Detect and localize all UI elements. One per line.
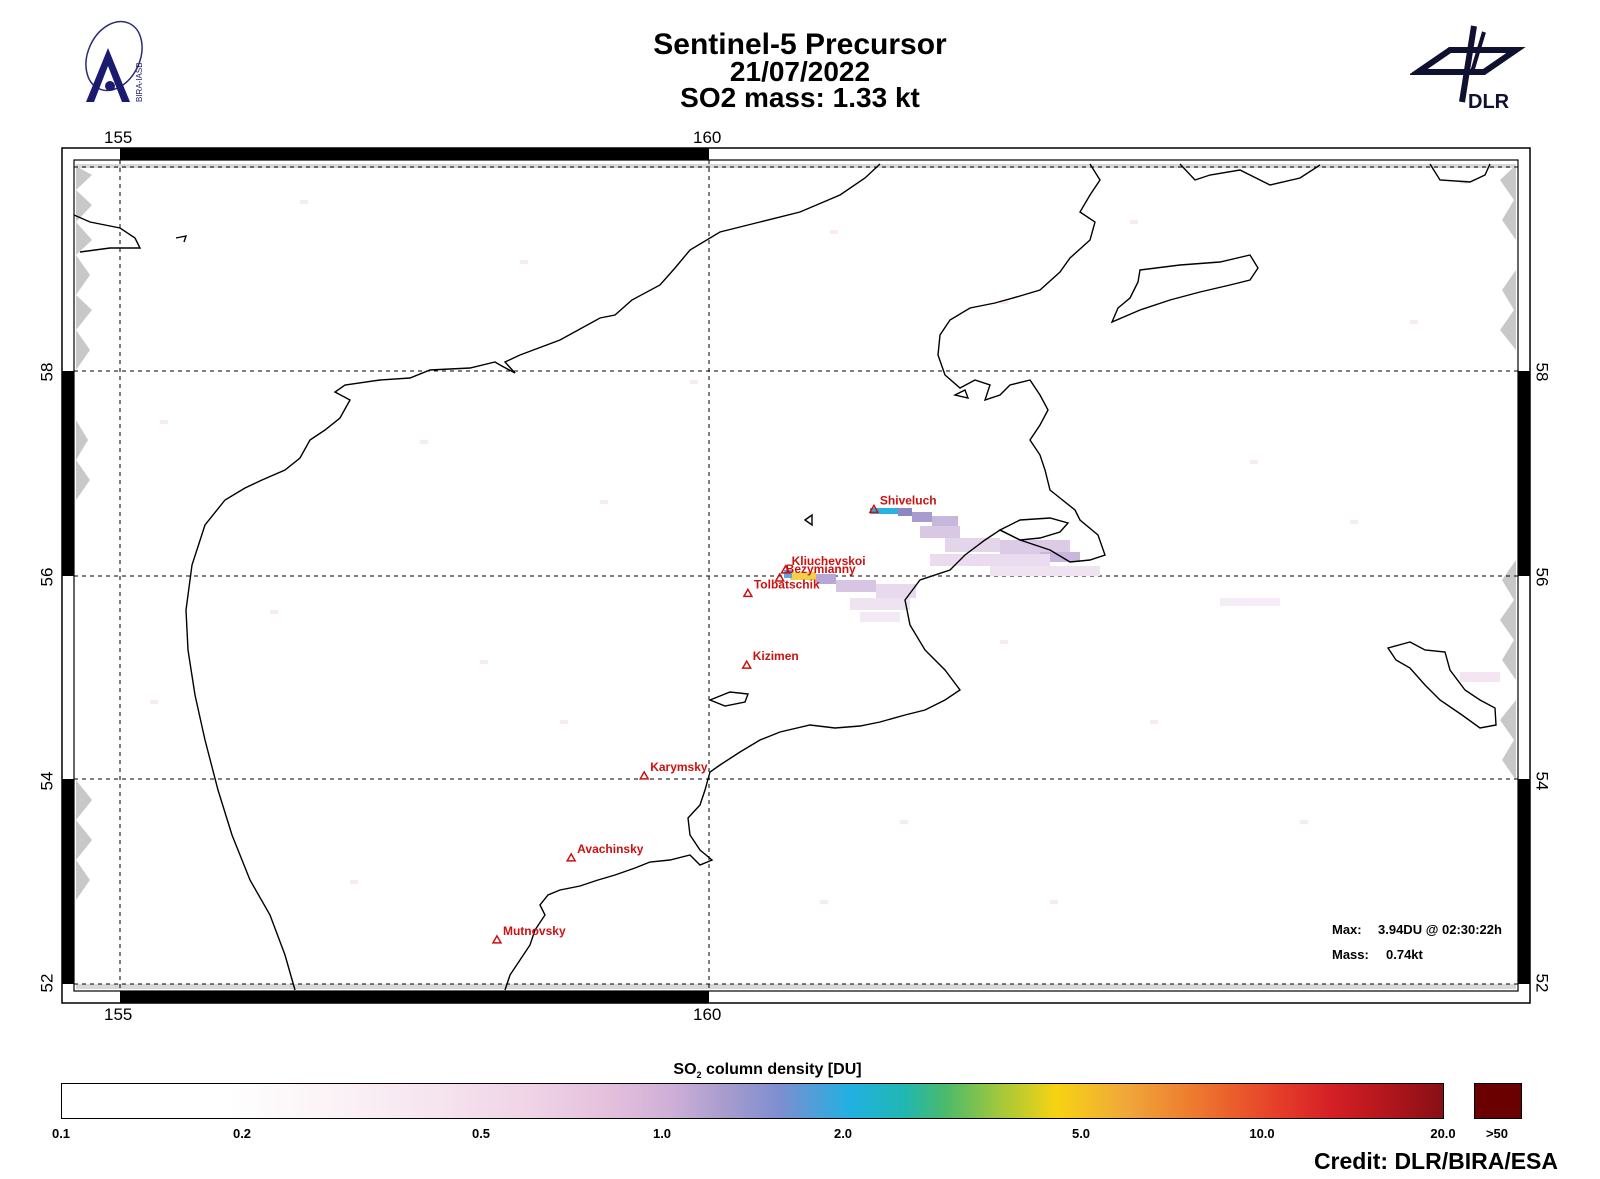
max-value: 3.94DU @ 02:30:22h bbox=[1378, 922, 1502, 937]
lat-bar-right-2 bbox=[1518, 779, 1530, 984]
bira-logo-text: BIRA-IASB bbox=[135, 62, 144, 102]
swath-edge-right bbox=[1500, 165, 1516, 780]
volcano-marker-bezymianny bbox=[774, 572, 785, 582]
cbar-tick-1-0: 1.0 bbox=[652, 1126, 672, 1141]
cbar-tick-overflow: >50 bbox=[1485, 1126, 1509, 1141]
cbar-tick-10-0: 10.0 bbox=[1249, 1126, 1275, 1141]
volcano-label-tolbatschik: Tolbatschik bbox=[754, 577, 820, 591]
lon-label-bottom-155: 155 bbox=[104, 1005, 133, 1024]
max-label: Max: bbox=[1332, 922, 1362, 937]
so2-plume bbox=[784, 508, 1500, 682]
title-line-1: Sentinel-5 Precursor bbox=[653, 28, 947, 61]
volcano-marker-mutnovsky bbox=[491, 934, 503, 944]
mass-value: 0.74kt bbox=[1386, 947, 1423, 962]
cbar-tick-0-5: 0.5 bbox=[471, 1126, 491, 1141]
colorbar-title-prefix: SO bbox=[673, 1061, 697, 1078]
swath-edge-top bbox=[76, 164, 1516, 168]
cbar-tick-2-0: 2.0 bbox=[833, 1126, 853, 1141]
lon-label-top-155: 155 bbox=[104, 128, 133, 147]
coastline bbox=[73, 163, 1497, 991]
lat-bar-left-1 bbox=[62, 371, 74, 576]
bira-iasb-logo: BIRA-IASB bbox=[85, 20, 144, 102]
volcano-marker-shiveluch bbox=[868, 503, 880, 514]
volcano-label-mutnovsky: Mutnovsky bbox=[503, 924, 566, 938]
lon-bar-top bbox=[120, 148, 709, 160]
volcano-marker-tolbatschik bbox=[742, 587, 754, 598]
colorbar-title-subscript: 2 bbox=[696, 1070, 702, 1081]
cbar-tick-0-1: 0.1 bbox=[51, 1126, 71, 1141]
dlr-logo-text: DLR bbox=[1468, 91, 1510, 113]
dlr-logo: DLR bbox=[1410, 25, 1526, 113]
volcano-label-kliuchevskoi: Kliuchevskoi bbox=[792, 554, 866, 568]
volcano-marker-kizimen bbox=[741, 659, 752, 669]
volcano-marker-karymsky bbox=[638, 770, 650, 780]
volcano-label-shiveluch: Shiveluch bbox=[880, 493, 937, 507]
noise-pixels bbox=[150, 180, 1468, 904]
colorbar-overflow-box bbox=[1474, 1083, 1522, 1119]
lon-label-bottom-160: 160 bbox=[693, 1005, 722, 1024]
volcano-label-karymsky: Karymsky bbox=[650, 760, 708, 774]
title-date: 21/07/2022 bbox=[729, 56, 871, 87]
lon-label-top-160: 160 bbox=[693, 128, 722, 147]
lon-bar-bottom bbox=[120, 991, 709, 1003]
credit-text: Credit: DLR/BIRA/ESA bbox=[1313, 1148, 1558, 1174]
so2-map: Shiveluch KliuchevskoiBezymiannyTolbatsch… bbox=[61, 147, 1531, 1004]
colorbar-title: SO2 column density [DU] bbox=[0, 1061, 1535, 1080]
colorbar-gradient bbox=[61, 1083, 1444, 1119]
volcano-layer: Shiveluch KliuchevskoiBezymiannyTolbatsch… bbox=[491, 493, 937, 944]
volcano-marker-kliuchevskoi bbox=[780, 564, 791, 574]
swath-edge-bottom bbox=[76, 984, 1516, 989]
cbar-tick-20-0: 20.0 bbox=[1430, 1126, 1456, 1141]
mass-label: Mass: bbox=[1332, 947, 1369, 962]
volcano-label-kizimen: Kizimen bbox=[753, 649, 799, 663]
colorbar-title-suffix: column density [DU] bbox=[701, 1061, 862, 1078]
volcano-label-bezymianny: Bezymianny bbox=[786, 562, 856, 576]
graticule bbox=[74, 160, 1518, 991]
lat-bar-left-2 bbox=[62, 779, 74, 984]
cbar-tick-5-0: 5.0 bbox=[1071, 1126, 1091, 1141]
lat-bar-right-1 bbox=[1518, 371, 1530, 576]
volcano-marker-avachinsky bbox=[565, 852, 577, 862]
title-so2-mass: SO2 mass: 1.33 kt bbox=[680, 82, 920, 113]
cbar-tick-0-2: 0.2 bbox=[232, 1126, 252, 1141]
volcano-label-avachinsky: Avachinsky bbox=[577, 842, 644, 856]
